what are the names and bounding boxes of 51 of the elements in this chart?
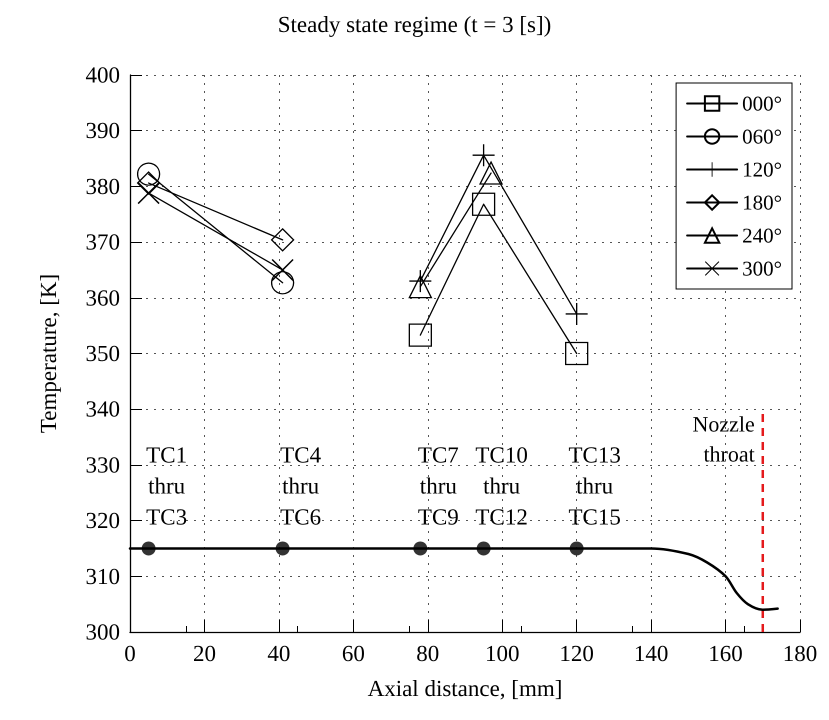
x-axis-title: Axial distance, [mm] (368, 676, 562, 701)
point (270, 271, 294, 294)
point (566, 302, 588, 325)
point (565, 342, 588, 366)
x-tick-label: 180 (782, 641, 818, 666)
x-tick-label: 40 (267, 641, 290, 666)
y-tick-label: 340 (86, 396, 120, 422)
legend-label: 000° (742, 92, 782, 116)
legend-label: 120° (742, 158, 782, 182)
x-tick-label: 20 (192, 641, 216, 666)
legend-label: 300° (742, 256, 782, 280)
chart-title: Steady state regime (t = 3 [s]) (278, 12, 552, 37)
x-tick-label: 140 (634, 641, 668, 666)
annotation: TC1 thru TC3 (146, 442, 188, 530)
point (472, 192, 496, 216)
point (138, 182, 160, 204)
x-tick-label: 160 (708, 641, 743, 666)
y-tick-label: 310 (86, 564, 120, 589)
point (272, 258, 294, 281)
y-tick-label: 320 (86, 508, 120, 534)
point (142, 541, 156, 556)
y-tick-label: 350 (86, 341, 120, 366)
y-tick-label: 300 (86, 620, 120, 644)
point (408, 323, 432, 347)
y-axis-title: Temperature, [K] (36, 274, 61, 434)
point (476, 541, 491, 556)
point (136, 162, 160, 186)
ref-line-label: Nozzle throat (692, 412, 755, 466)
y-tick-label: 370 (86, 230, 120, 255)
point (270, 228, 294, 252)
legend-label: 060° (742, 124, 782, 148)
y-tick-label: 360 (86, 285, 120, 310)
point (276, 541, 290, 556)
y-tick-label: 400 (86, 62, 120, 88)
x-tick-label: 120 (559, 641, 594, 666)
point (413, 541, 428, 556)
x-tick-label: 60 (342, 641, 365, 666)
legend-label: 240° (742, 224, 782, 248)
y-tick-label: 390 (86, 118, 120, 144)
annotation: TC10 thru TC12 (475, 442, 528, 530)
annotation: TC13 thru TC15 (568, 442, 621, 530)
x-tick-label: 80 (416, 641, 440, 666)
legend-label: 180° (742, 190, 782, 214)
y-tick-label: 330 (86, 452, 120, 478)
annotation: TC7 thru TC9 (418, 442, 459, 530)
x-tick-label: 0 (124, 641, 136, 666)
y-tick-label: 380 (86, 174, 120, 199)
x-tick-label: 100 (484, 641, 520, 666)
point (472, 144, 495, 166)
point (570, 541, 584, 556)
annotation: TC4 thru TC6 (280, 442, 322, 530)
